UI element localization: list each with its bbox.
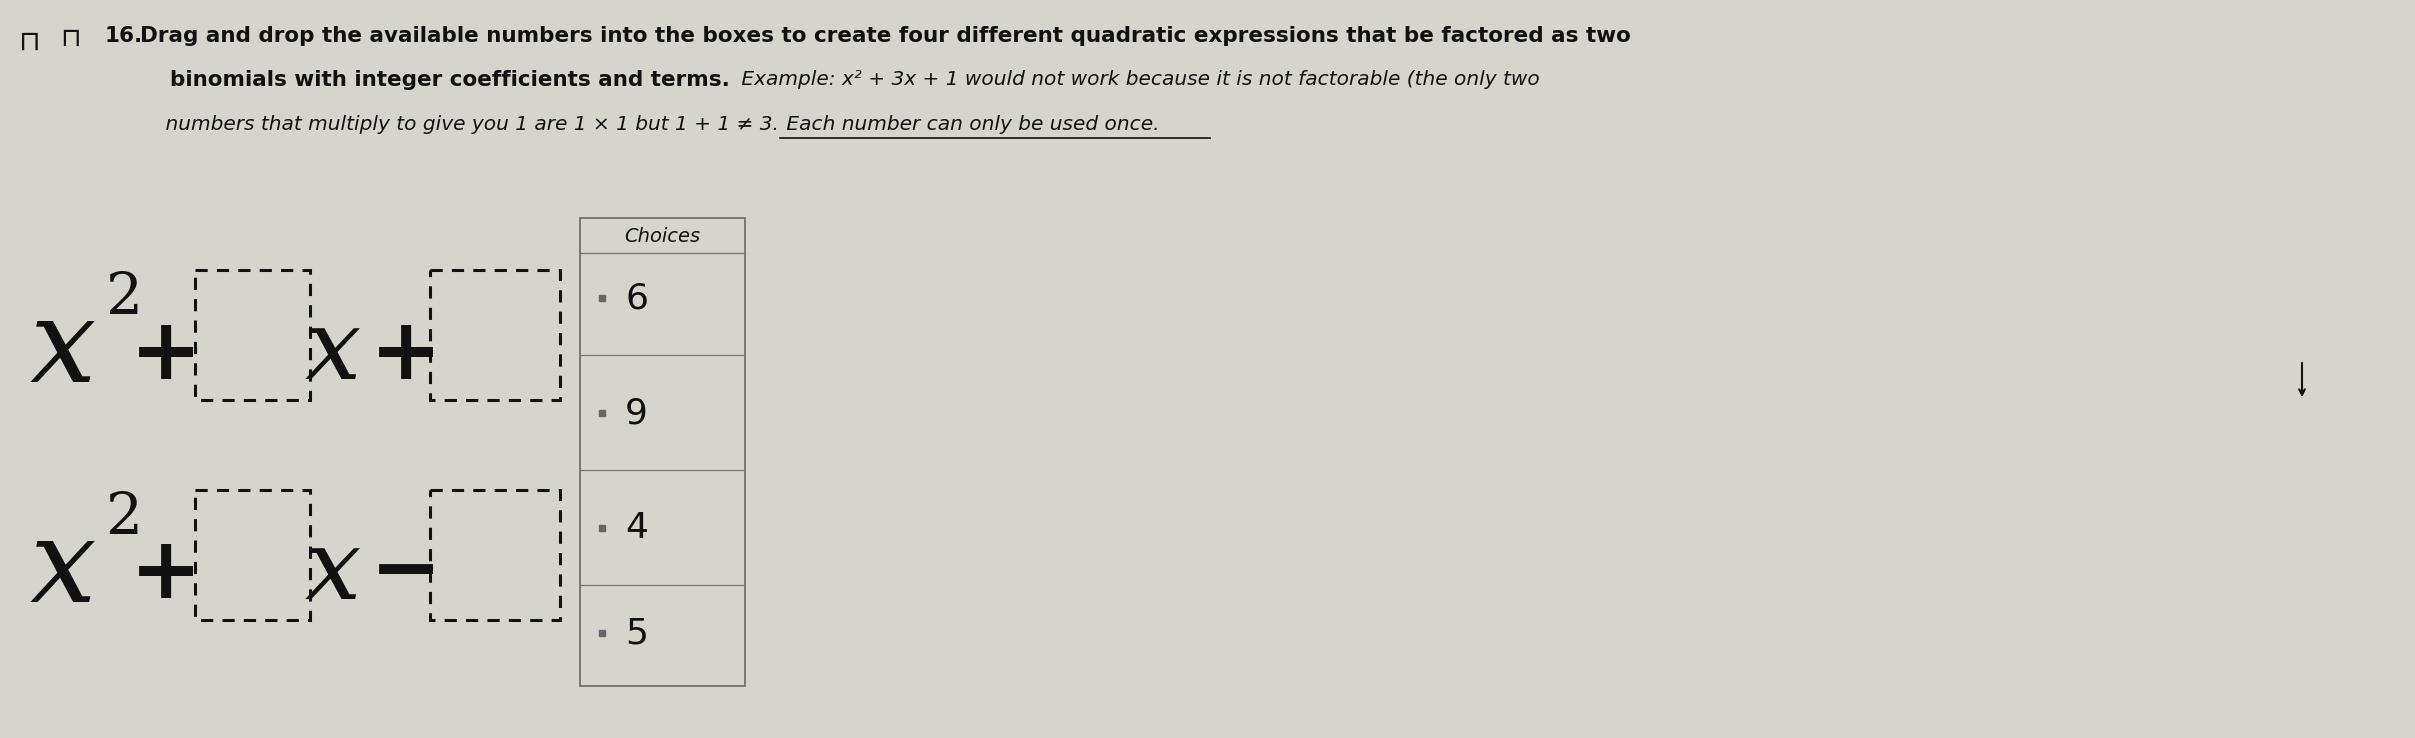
Text: +: + [130, 314, 203, 396]
Text: Each number can only be used once.: Each number can only be used once. [780, 115, 1159, 134]
Text: 4: 4 [625, 511, 647, 545]
Text: x: x [29, 513, 97, 627]
Bar [430, 270, 560, 400]
Text: Example: x² + 3x + 1 would not work because it is not factorable (the only two: Example: x² + 3x + 1 would not work beca… [734, 70, 1541, 89]
Text: 5: 5 [625, 616, 647, 650]
Text: x: x [304, 525, 362, 620]
Text: Choices: Choices [625, 227, 700, 246]
Text: ⊓: ⊓ [60, 26, 80, 52]
Text: numbers that multiply to give you 1 are 1 × 1 but 1 + 1 ≠ 3.: numbers that multiply to give you 1 are … [140, 115, 780, 134]
Bar [196, 270, 309, 400]
Text: 9: 9 [625, 396, 647, 430]
Text: x: x [29, 293, 97, 407]
Text: binomials with integer coefficients and terms.: binomials with integer coefficients and … [140, 70, 729, 90]
Bar [430, 490, 560, 620]
Text: +: + [130, 534, 203, 616]
Bar [580, 218, 744, 686]
Text: −: − [369, 531, 442, 613]
Text: 6: 6 [625, 281, 647, 315]
Text: x: x [304, 304, 362, 400]
Text: +: + [369, 314, 442, 396]
Text: Drag and drop the available numbers into the boxes to create four different quad: Drag and drop the available numbers into… [140, 26, 1630, 46]
Bar [196, 490, 309, 620]
Text: 2: 2 [104, 270, 142, 326]
Text: 2: 2 [104, 490, 142, 546]
Text: ⊓: ⊓ [17, 28, 39, 56]
Text: 16.: 16. [104, 26, 142, 46]
